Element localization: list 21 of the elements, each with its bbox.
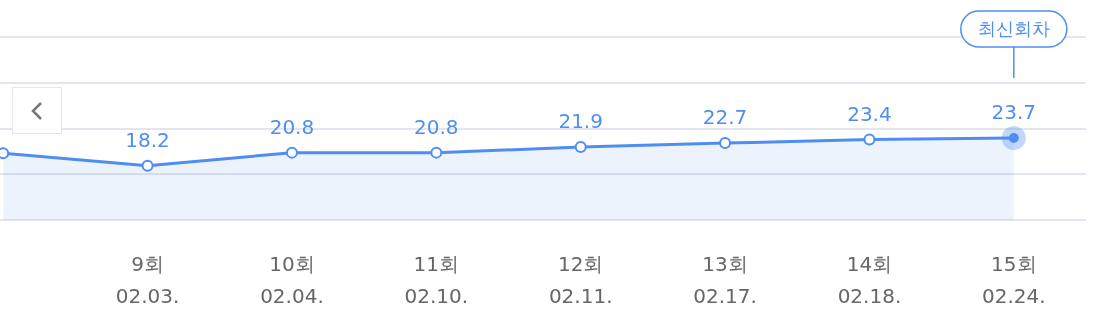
data-label: 23.7: [991, 100, 1037, 125]
point: [863, 133, 876, 146]
point: [574, 141, 587, 154]
x-tick-label: 9회 02.03.: [115, 252, 180, 309]
point: [141, 159, 154, 172]
x-tick-label: 11회 02.10.: [404, 252, 469, 309]
data-label: 20.8: [414, 114, 459, 139]
data-label: 18.2: [125, 127, 170, 152]
point: [719, 137, 732, 150]
data-label: 21.9: [558, 109, 603, 134]
data-label: 22.7: [702, 105, 748, 130]
point: [430, 146, 443, 159]
x-tick-label: 10회 02.04.: [260, 252, 324, 309]
point: [285, 146, 298, 159]
x-tick-label: 15회 02.24.: [982, 252, 1046, 309]
x-tick-label: 12회 02.11.: [548, 252, 613, 309]
data-label: 23.4: [847, 101, 892, 126]
x-tick-label: 13회 02.17.: [693, 252, 757, 309]
annotation: 최신회차: [977, 17, 1050, 39]
data-label: 20.8: [269, 114, 315, 139]
x-tick-label: 14회 02.18.: [837, 252, 902, 309]
